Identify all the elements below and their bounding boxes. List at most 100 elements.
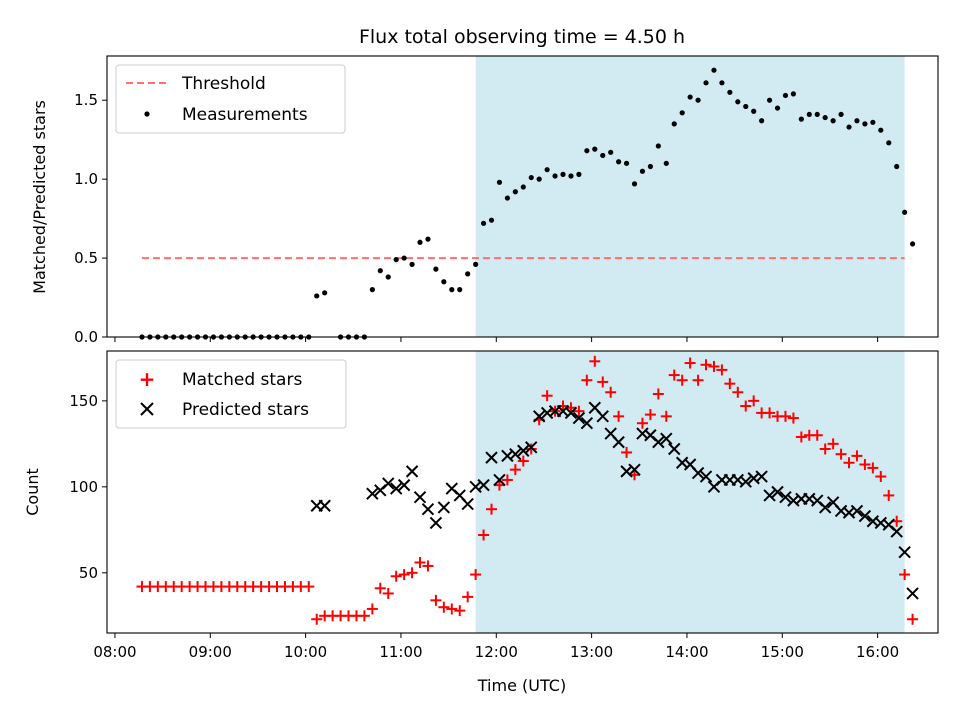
- predicted-star-point: [413, 490, 427, 504]
- matched-star-point: [478, 529, 490, 541]
- matched-star-point: [779, 410, 791, 422]
- y-tick-label: 50: [79, 564, 98, 582]
- matched-star-point: [414, 557, 426, 568]
- matched-star-point: [438, 601, 450, 613]
- predicted-star-point: [366, 487, 379, 500]
- legend-box: [115, 359, 347, 429]
- measurement-point: [425, 236, 431, 242]
- matched-star-point: [724, 378, 736, 390]
- measurement-point: [385, 274, 391, 280]
- measurement-point: [560, 171, 566, 177]
- predicted-star-point: [493, 473, 506, 487]
- matched-star-point: [390, 570, 402, 582]
- predicted-star-point: [525, 441, 538, 454]
- matched-star-point: [470, 569, 482, 581]
- matched-star-point: [581, 374, 593, 386]
- measurement-point: [369, 287, 375, 293]
- predicted-star-point: [691, 466, 705, 480]
- measurement-point: [512, 189, 518, 195]
- matched-star-point: [811, 429, 823, 441]
- predicted-star-point: [818, 501, 832, 514]
- matched-star-point: [716, 364, 728, 376]
- predicted-star-point: [461, 497, 474, 511]
- measurement-point: [878, 127, 884, 133]
- measurement-point: [409, 261, 415, 267]
- plot-frame: [106, 350, 939, 634]
- measurement-point: [703, 80, 709, 86]
- matched-star-point: [613, 410, 625, 422]
- measurement-point: [528, 174, 534, 181]
- matched-star-point: [374, 582, 386, 594]
- measurement-point: [798, 116, 804, 122]
- measurement-point: [616, 159, 622, 165]
- x-tick-label: 09:00: [189, 643, 232, 661]
- measurement-point: [782, 92, 789, 99]
- matched-star-point: [764, 407, 776, 419]
- measurement-point: [870, 119, 876, 125]
- measurement-point: [687, 94, 693, 100]
- matched-star-point: [692, 374, 704, 386]
- predicted-star-point: [596, 410, 609, 423]
- measurement-point: [671, 121, 677, 127]
- x-tick-label: 14:00: [665, 643, 708, 661]
- measurement-point: [735, 99, 741, 105]
- matched-star-point: [493, 479, 505, 491]
- measurement-point: [488, 217, 495, 223]
- matched-star-point: [446, 603, 458, 615]
- x-tick-label: 15:00: [761, 643, 804, 661]
- matched-star-point: [851, 450, 863, 462]
- predicted-star-point: [389, 482, 403, 495]
- measurement-point: [894, 163, 900, 170]
- y-tick-label: 0.5: [74, 249, 98, 267]
- measurement-point: [663, 160, 669, 166]
- y-tick-label: 0.0: [74, 328, 98, 346]
- measurement-point: [679, 110, 685, 116]
- predicted-star-point: [850, 504, 864, 518]
- predicted-star-point: [318, 499, 331, 512]
- predicted-star-point: [517, 444, 530, 457]
- matched-star-point: [517, 455, 529, 467]
- measurement-point: [647, 163, 654, 170]
- predicted-star-point: [755, 470, 768, 483]
- measurement-point: [719, 80, 725, 86]
- matched-star-point: [899, 569, 911, 581]
- x-tick-label: 12:00: [475, 643, 518, 661]
- matched-star-point: [589, 355, 601, 367]
- measurement-point: [584, 148, 590, 154]
- measurement-point: [695, 97, 701, 103]
- legend-label-matched: Matched stars: [182, 370, 302, 390]
- matched-star-point: [795, 431, 807, 443]
- measurement-point: [441, 279, 447, 285]
- matched-star-point: [843, 457, 855, 469]
- measurement-point: [759, 118, 765, 124]
- measurement-point: [727, 89, 733, 95]
- y-tick-label: 100: [69, 478, 98, 496]
- measurement-point: [608, 149, 614, 155]
- predicted-star-point: [405, 465, 419, 478]
- predicted-star-point: [660, 432, 673, 445]
- predicted-star-point: [437, 501, 451, 514]
- measurement-point: [552, 173, 558, 179]
- predicted-star-point: [564, 406, 578, 420]
- measurement-point: [592, 146, 598, 152]
- measurement-point: [902, 209, 908, 215]
- measurement-point: [322, 290, 328, 296]
- x-tick-label: 11:00: [379, 643, 422, 661]
- measurement-point: [496, 179, 503, 185]
- matched-star-point: [732, 386, 744, 398]
- measurement-point: [600, 152, 606, 159]
- matched-star-point: [382, 587, 394, 599]
- predicted-star-point: [628, 463, 641, 476]
- measurement-point: [806, 111, 812, 118]
- measurement-point: [457, 287, 463, 293]
- predicted-star-point: [890, 525, 903, 538]
- legend-swatch-matched: +: [139, 367, 156, 391]
- measurement-point: [401, 255, 407, 261]
- measurement-point: [639, 168, 646, 174]
- measurement-point: [314, 293, 320, 299]
- measurement-point: [655, 143, 661, 149]
- measurement-point: [838, 111, 844, 118]
- matched-star-point: [835, 448, 847, 460]
- measurement-point: [465, 271, 471, 277]
- y-tick-label: 1.0: [74, 170, 98, 188]
